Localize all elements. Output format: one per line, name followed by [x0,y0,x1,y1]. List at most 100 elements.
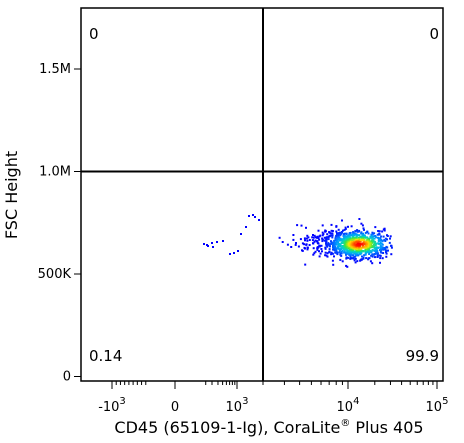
event-dot [330,234,333,237]
event-dot [346,265,349,268]
event-dot [368,253,371,255]
x-tick-label-base: 10 [337,400,354,415]
event-dot [339,253,342,256]
event-dot [348,238,351,241]
event-dot [340,239,343,242]
event-dot [324,254,327,257]
event-dot [357,234,360,237]
event-dot [371,255,374,258]
event-dot [389,235,392,238]
event-dot [349,257,352,260]
event-dot [325,241,328,244]
event-dot [379,249,381,251]
event-dot [335,230,338,233]
event-dot [334,237,337,240]
event-dot [321,231,324,234]
event-dot [358,218,361,220]
event-dot [356,233,359,236]
event-dot [331,259,334,262]
event-dot [381,240,384,243]
event-dot [313,234,316,237]
event-dot [381,257,384,260]
event-dot [324,251,327,254]
event-dot [304,247,306,250]
event-dot [328,250,331,253]
event-dot [332,248,334,251]
event-dot [330,241,333,244]
event-dot [341,249,344,252]
event-dot [353,232,356,235]
event-dot [321,224,324,227]
event-dot [331,230,334,232]
event-dot [358,241,361,244]
event-dot [206,244,208,246]
event-dot [349,242,352,245]
event-dot [384,249,387,252]
event-dot [216,241,218,243]
event-dot [379,261,381,264]
event-dot [297,245,300,248]
event-dot [306,234,309,237]
x-tick-label-base: -10 [98,400,119,415]
event-dot [362,237,365,240]
event-dot [300,224,303,227]
event-dot [390,244,392,247]
event-dot [324,230,327,233]
event-dot [303,243,306,246]
event-dot [339,258,342,261]
event-dot [339,237,342,240]
event-dot [379,246,382,249]
event-dot [331,252,334,255]
event-dot [362,257,365,260]
event-dot [333,249,336,252]
quadrant-lower-left-value: 0.14 [89,347,122,365]
event-dots [203,214,393,268]
event-dot [341,242,344,244]
event-dot [304,239,306,242]
event-dot [337,245,340,248]
event-dot [333,255,335,258]
x-tick-label-exponent: 3 [119,396,125,407]
event-dot [222,240,224,242]
event-dot [368,249,371,252]
event-dot [369,250,372,252]
event-dot [316,240,319,243]
x-tick-label-exponent: 4 [353,396,359,407]
event-dot [384,237,387,240]
x-tick-label-base: 0 [171,400,179,415]
event-dot [355,229,358,232]
event-dot [374,252,376,255]
y-axis-label: FSC Height [2,151,21,239]
event-dot [372,243,375,246]
event-dot [326,233,329,236]
event-dot [337,241,340,244]
event-dot [371,240,374,243]
event-dot [351,257,354,260]
event-dot [370,240,373,243]
event-dot [372,235,375,238]
event-dot [349,256,352,259]
event-dot [335,250,338,253]
event-dot [240,233,242,235]
event-dot [258,219,260,221]
event-dot [321,238,324,241]
y-tick-label: 1.5M [39,62,71,77]
y-tick-label: 1.0M [39,165,71,180]
event-dot [295,242,297,244]
event-dot [341,240,344,243]
event-dot [314,239,317,242]
event-dot [377,239,380,241]
event-dot [342,233,345,236]
event-dot [365,257,368,260]
event-dot [357,254,360,257]
event-dot [368,257,371,260]
event-dot [304,263,307,266]
event-dot [369,260,372,263]
event-dot [382,252,385,254]
event-dot [363,228,365,231]
event-dot [328,235,331,238]
event-dot [363,234,366,237]
event-dot [360,222,363,225]
event-dot [367,237,370,240]
event-dot [318,244,321,247]
